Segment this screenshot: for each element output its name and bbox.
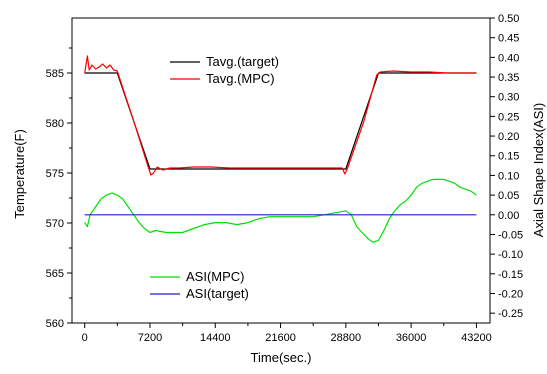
series-line-asi-mpc <box>84 178 477 243</box>
y-right-tick-label: 0.10 <box>498 170 519 182</box>
plot-frame <box>71 17 491 324</box>
legend-label-asi-mpc: ASI(MPC) <box>186 269 245 284</box>
y-right-tick-label: 0.15 <box>498 151 519 163</box>
y-right-tick-label: 0.20 <box>498 131 519 143</box>
x-axis: 0 7200 14400 21600 28800 36000 43200 <box>82 323 492 344</box>
legend-label-tavg-mpc: Tavg.(MPC) <box>206 71 275 86</box>
x-tick-label: 7200 <box>138 332 162 344</box>
y-axis-left: 560 565 570 575 580 585 <box>46 47 72 330</box>
x-axis-label: Time(sec.) <box>251 350 312 365</box>
y-right-tick-label: -0.05 <box>498 229 523 241</box>
series-line-tavg-mpc <box>84 55 477 176</box>
legend-lower: ASI(MPC) ASI(target) <box>150 269 249 301</box>
legend-label-tavg-target: Tavg.(target) <box>206 54 279 69</box>
y-right-tick-label: -0.10 <box>498 249 523 261</box>
y-left-tick-label: 570 <box>46 218 64 230</box>
y-left-tick-label: 585 <box>46 68 64 80</box>
y-right-tick-label: 0.35 <box>498 72 519 84</box>
x-tick-label: 14400 <box>200 332 231 344</box>
y-left-tick-label: 560 <box>46 318 64 330</box>
y-right-tick-label: 0.25 <box>498 111 519 123</box>
series-line-tavg-target <box>84 72 477 170</box>
y-left-tick-label: 580 <box>46 118 64 130</box>
y-right-tick-label: -0.25 <box>498 308 523 320</box>
x-tick-label: 28800 <box>331 332 362 344</box>
y-right-tick-label: 0.05 <box>498 190 519 202</box>
series-layer <box>84 55 477 243</box>
y-axis-right-label: Axial Shape Index(ASI) <box>531 103 546 237</box>
y-left-tick-label: 575 <box>46 168 64 180</box>
y-right-tick-label: 0.50 <box>498 13 519 25</box>
y-right-tick-label: -0.15 <box>498 269 523 281</box>
legend-label-asi-target: ASI(target) <box>186 286 249 301</box>
y-right-tick-label: 0.40 <box>498 52 519 64</box>
x-tick-label: 36000 <box>396 332 427 344</box>
y-axis-right: -0.25 -0.20 -0.15 -0.10 -0.05 0.00 0.05 0.10 0.1… <box>490 13 523 320</box>
y-right-tick-label: 0.30 <box>498 92 519 104</box>
legend-upper: Tavg.(target) Tavg.(MPC) <box>170 54 279 86</box>
y-axis-left-label: Temperature(F) <box>12 129 27 219</box>
y-right-tick-label: 0.45 <box>498 33 519 45</box>
y-left-tick-label: 565 <box>46 268 64 280</box>
x-tick-label: 43200 <box>461 332 492 344</box>
y-right-tick-label: -0.20 <box>498 288 523 300</box>
y-right-tick-label: 0.00 <box>498 210 519 222</box>
x-tick-label: 21600 <box>265 332 296 344</box>
x-tick-label: 0 <box>82 332 88 344</box>
